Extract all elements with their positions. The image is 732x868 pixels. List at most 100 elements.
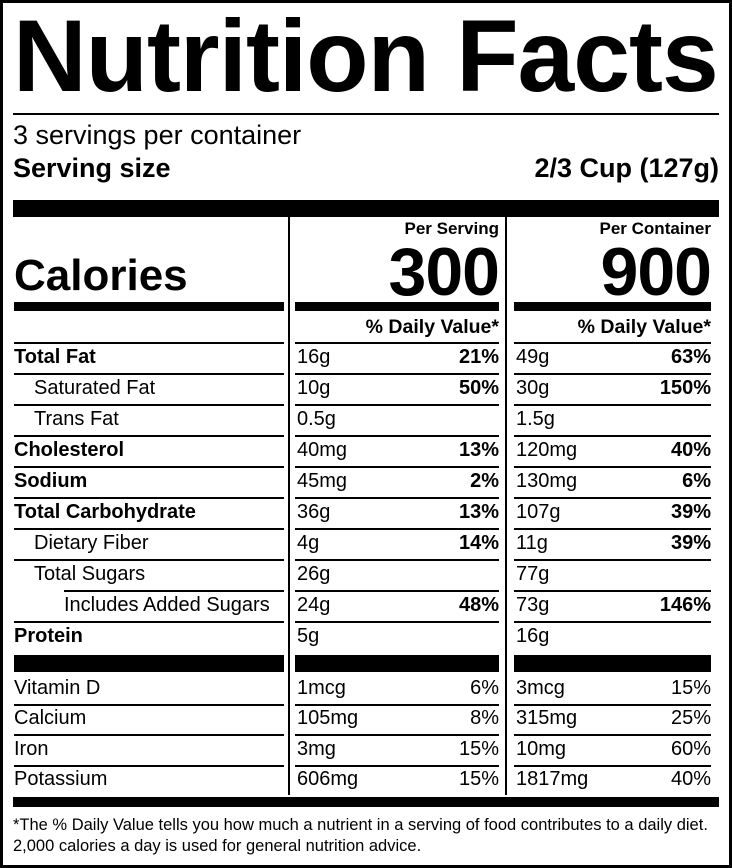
nutrient-serving-cell: 16g 21% xyxy=(288,342,505,373)
nutrient-amount: 45mg xyxy=(297,470,348,492)
serving-size-value: 2/3 Cup (127g) xyxy=(534,153,719,183)
vitamin-dv: 6% xyxy=(470,676,499,699)
nutrient-dv: 48% xyxy=(458,594,499,616)
vitamin-amount: 315mg xyxy=(516,707,578,730)
calories-divider-bar-row xyxy=(13,301,719,312)
nutrient-container-cell: 120mg 40% xyxy=(505,435,717,466)
nutrient-dv: 150% xyxy=(659,377,711,399)
nutrient-container-cell: 1.5g xyxy=(505,404,717,435)
vitamin-dv: 8% xyxy=(470,707,499,730)
vitamin-section-divider-bar-row xyxy=(13,652,719,673)
vitamin-name: Calcium xyxy=(13,703,288,735)
nutrient-dv: 40% xyxy=(670,439,711,461)
dual-column-section: Calories Per Serving 300 Per Container 9… xyxy=(13,217,719,795)
nutrient-row-added-sugars: Includes Added Sugars 24g 48% 73g 146% xyxy=(13,590,719,621)
vitamin-divider-bar-serving xyxy=(288,652,505,673)
nutrient-row-trans-fat: Trans Fat 0.5g 1.5g xyxy=(13,404,719,435)
serving-size-label: Serving size xyxy=(13,153,171,183)
nutrient-amount: 0.5g xyxy=(297,408,336,430)
per-container-header: Per Container xyxy=(599,219,711,238)
nutrient-container-cell: 107g 39% xyxy=(505,497,717,528)
nutrient-serving-cell: 4g 14% xyxy=(288,528,505,559)
vitamin-divider-bar-left xyxy=(13,652,288,673)
calories-per-container-cell: Per Container 900 xyxy=(505,217,717,311)
nutrient-amount: 1.5g xyxy=(516,408,555,430)
vitamin-container-cell: 3mcg 15% xyxy=(505,673,717,704)
nutrient-amount: 36g xyxy=(297,501,331,523)
vitamin-serving-cell: 1mcg 6% xyxy=(288,673,505,704)
nutrient-amount: 49g xyxy=(516,346,550,368)
nutrient-amount: 77g xyxy=(516,563,550,585)
nutrient-dv: 2% xyxy=(470,470,499,492)
vitamin-dv: 15% xyxy=(458,768,499,791)
daily-value-header-serving: % Daily Value* xyxy=(288,312,505,342)
nutrient-dv: 63% xyxy=(670,346,711,368)
calories-per-serving-cell: Per Serving 300 xyxy=(288,217,505,311)
nutrient-dv: 146% xyxy=(659,594,711,616)
nutrient-serving-cell: 0.5g xyxy=(288,404,505,435)
footnote-divider-bar xyxy=(13,797,719,807)
nutrient-name: Protein xyxy=(13,621,288,652)
vitamin-row-vitamin-d: Vitamin D 1mcg 6% 3mcg 15% xyxy=(13,673,719,704)
vitamin-amount: 3mg xyxy=(297,737,336,760)
servings-per-container: 3 servings per container xyxy=(13,120,302,150)
nutrient-container-cell: 49g 63% xyxy=(505,342,717,373)
footnote: *The % Daily Value tells you how much a … xyxy=(13,815,719,857)
daily-value-header-row: % Daily Value* % Daily Value* xyxy=(13,312,719,342)
nutrient-row-total-fat: Total Fat 16g 21% 49g 63% xyxy=(13,342,719,373)
calories-per-container-value: 900 xyxy=(600,234,712,311)
nutrient-amount: 30g xyxy=(516,377,550,399)
nutrient-serving-cell: 45mg 2% xyxy=(288,466,505,497)
vitamin-dv: 60% xyxy=(670,737,711,760)
per-serving-header: Per Serving xyxy=(404,219,500,238)
vitamin-amount: 1817mg xyxy=(516,768,589,791)
nutrient-row-total-carbohydrate: Total Carbohydrate 36g 13% 107g 39% xyxy=(13,497,719,528)
nutrient-dv: 13% xyxy=(458,439,499,461)
nutrient-container-cell: 130mg 6% xyxy=(505,466,717,497)
vitamin-name: Iron xyxy=(13,734,288,765)
nutrient-serving-cell: 24g 48% xyxy=(288,590,505,621)
vitamin-row-calcium: Calcium 105mg 8% 315mg 25% xyxy=(13,703,719,735)
serving-size-row: Serving size 2/3 Cup (127g) xyxy=(13,151,719,185)
nutrient-name: Total Carbohydrate xyxy=(13,497,288,528)
nutrient-dv: 14% xyxy=(458,532,499,554)
nutrient-amount: 40mg xyxy=(297,439,348,461)
calories-divider-bar-left xyxy=(13,301,288,312)
nutrient-row-sodium: Sodium 45mg 2% 130mg 6% xyxy=(13,466,719,497)
nutrient-dv: 21% xyxy=(458,346,499,368)
nutrient-dv: 6% xyxy=(682,470,711,492)
nutrient-amount: 73g xyxy=(516,594,550,616)
vitamin-amount: 105mg xyxy=(297,707,359,730)
nutrient-container-cell: 77g xyxy=(505,559,717,590)
vitamin-dv: 25% xyxy=(670,707,711,730)
vitamin-row-potassium: Potassium 606mg 15% 1817mg 40% xyxy=(13,764,719,795)
nutrient-name: Total Sugars xyxy=(13,559,288,590)
footnote-line-2: 2,000 calories a day is used for general… xyxy=(13,837,422,855)
vitamin-dv: 15% xyxy=(670,676,711,699)
calories-row: Calories Per Serving 300 Per Container 9… xyxy=(13,217,719,311)
nutrient-container-cell: 30g 150% xyxy=(505,373,717,404)
nutrient-serving-cell: 40mg 13% xyxy=(288,435,505,466)
vitamin-container-cell: 315mg 25% xyxy=(505,703,717,734)
nutrient-row-dietary-fiber: Dietary Fiber 4g 14% 11g 39% xyxy=(13,528,719,559)
nutrient-container-cell: 73g 146% xyxy=(505,590,717,621)
vitamin-container-cell: 1817mg 40% xyxy=(505,764,717,795)
calories-per-serving-value: 300 xyxy=(388,234,500,311)
nutrient-amount: 16g xyxy=(297,346,331,368)
nutrient-dv: 13% xyxy=(458,501,499,523)
vitamin-dv: 40% xyxy=(670,768,711,791)
nutrient-row-total-sugars: Total Sugars 26g 77g xyxy=(13,559,719,590)
title-divider-line xyxy=(13,113,719,115)
vitamin-row-iron: Iron 3mg 15% 10mg 60% xyxy=(13,734,719,765)
nutrient-serving-cell: 26g xyxy=(288,559,505,590)
daily-value-header-container: % Daily Value* xyxy=(505,312,717,342)
vitamin-container-cell: 10mg 60% xyxy=(505,734,717,765)
vitamin-serving-cell: 3mg 15% xyxy=(288,734,505,765)
nutrient-amount: 26g xyxy=(297,563,331,585)
nutrient-amount: 16g xyxy=(516,625,550,647)
vitamin-amount: 3mcg xyxy=(516,676,565,699)
nutrient-dv: 39% xyxy=(670,501,711,523)
nutrient-amount: 4g xyxy=(297,532,320,554)
vitamin-serving-cell: 105mg 8% xyxy=(288,703,505,734)
nutrient-amount: 107g xyxy=(516,501,561,523)
